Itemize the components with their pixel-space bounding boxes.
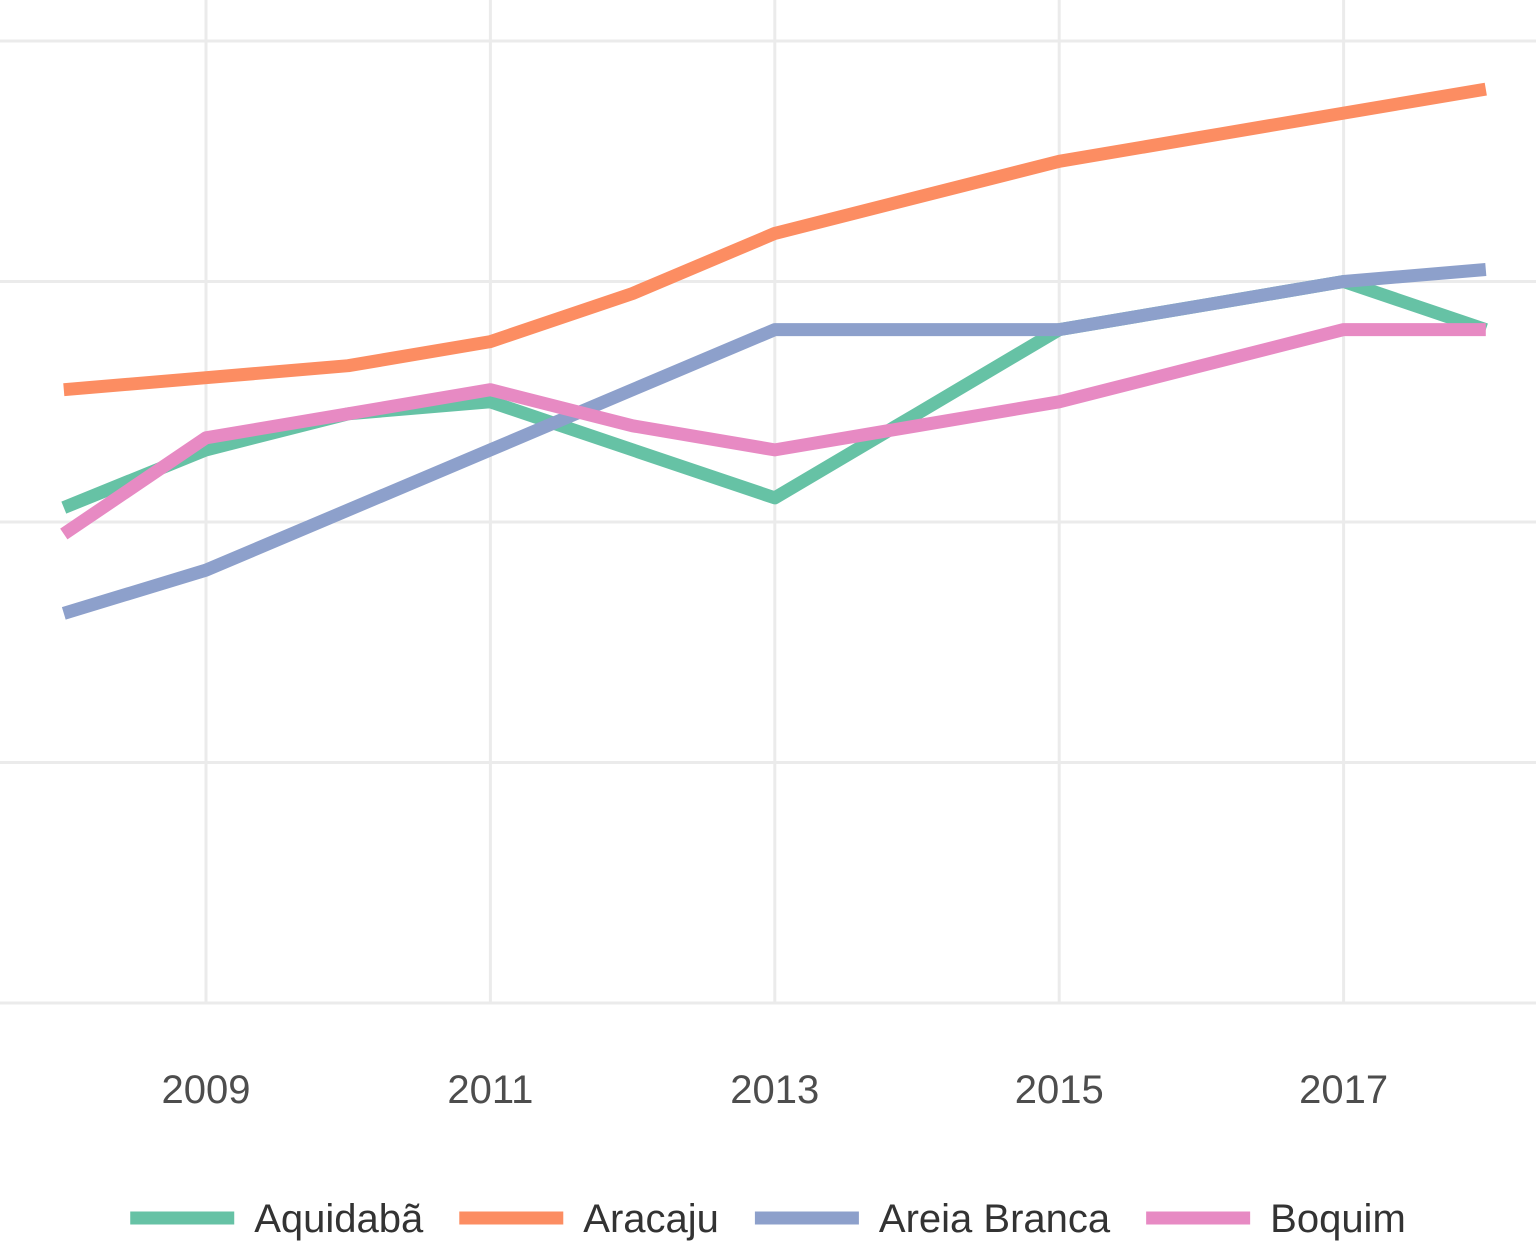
legend-label: Aquidabã: [254, 1197, 424, 1241]
series-line-aracaju: [63, 82, 1487, 397]
x-tick-label: 2015: [1015, 1068, 1104, 1112]
legend-label: Aracaju: [583, 1197, 719, 1241]
x-tick-label: 2011: [447, 1068, 533, 1112]
x-tick-label: 2009: [162, 1068, 251, 1112]
series-line-boquim: [60, 323, 1486, 540]
legend: Aquidabã Aracaju Areia Branca Boquim: [130, 1197, 1406, 1241]
legend-label: Boquim: [1270, 1197, 1406, 1241]
legend-label: Areia Branca: [879, 1197, 1111, 1241]
x-tick-label: 2013: [730, 1068, 819, 1112]
x-tick-label: 2017: [1299, 1068, 1388, 1112]
series-layer: [60, 82, 1488, 620]
series-line-areia-branca: [61, 263, 1487, 620]
x-axis-ticks: 2009 2011 2013 2015 2017: [162, 1068, 1389, 1112]
grid: [0, 0, 1536, 1005]
